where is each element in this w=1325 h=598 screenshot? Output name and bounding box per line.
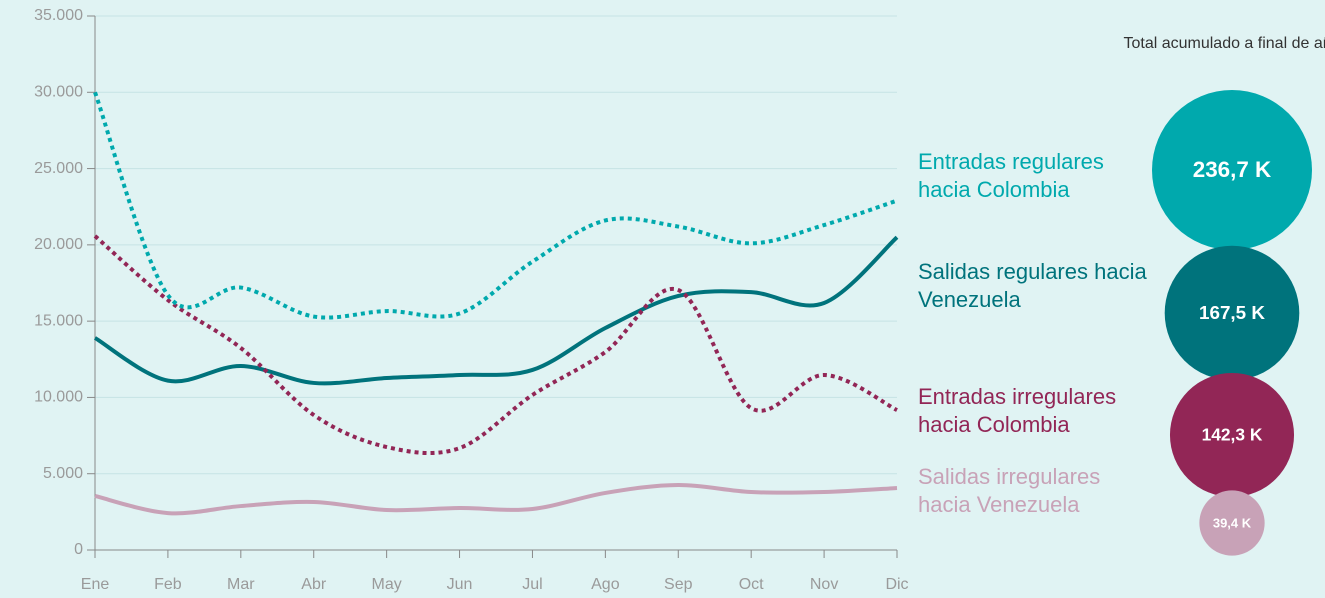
series-line	[94, 483, 898, 516]
total-label: 236,7 K	[1193, 157, 1271, 182]
x-tick-label: Ago	[591, 576, 620, 593]
x-tick-label: Oct	[739, 576, 764, 593]
y-tick-label: 15.000	[34, 312, 83, 329]
y-tick-label: 35.000	[34, 7, 83, 24]
legend-label: Entradas regulares hacia Colombia	[918, 149, 1104, 202]
x-tick-label: Abr	[301, 576, 327, 593]
x-tick-label: Sep	[664, 576, 693, 593]
y-tick-label: 30.000	[34, 84, 83, 101]
y-tick-label: 0	[74, 541, 83, 558]
total-bubble	[1164, 245, 1300, 381]
legend-label: Entradas irregulares hacia Colombia	[918, 384, 1117, 437]
total-bubble	[1152, 90, 1312, 250]
x-tick-label: Mar	[227, 576, 255, 593]
y-tick-label: 5.000	[43, 465, 83, 482]
totals-title: Total acumulado a final de año	[1123, 35, 1325, 52]
y-tick-label: 10.000	[34, 389, 83, 406]
series-line	[93, 234, 898, 456]
total-label: 142,3 K	[1202, 425, 1263, 445]
total-label: 167,5 K	[1199, 302, 1265, 323]
series-line	[93, 91, 898, 320]
total-bubble	[1169, 372, 1295, 498]
x-tick-label: Jul	[522, 576, 542, 593]
legend-label: Salidas regulares hacia Venezuela	[918, 259, 1147, 312]
x-tick-label: Jun	[447, 576, 473, 593]
x-tick-label: Ene	[81, 576, 110, 593]
x-tick-label: Nov	[810, 576, 838, 593]
x-tick-label: May	[372, 576, 402, 593]
series-line	[93, 235, 899, 386]
total-bubble	[1199, 490, 1265, 556]
x-tick-label: Feb	[154, 576, 182, 593]
y-tick-label: 25.000	[34, 160, 83, 177]
y-tick-label: 20.000	[34, 236, 83, 253]
legend-label: Salidas irregulares hacia Venezuela	[918, 464, 1101, 517]
total-label: 39,4 K	[1213, 515, 1252, 530]
x-tick-label: Dic	[885, 576, 908, 593]
